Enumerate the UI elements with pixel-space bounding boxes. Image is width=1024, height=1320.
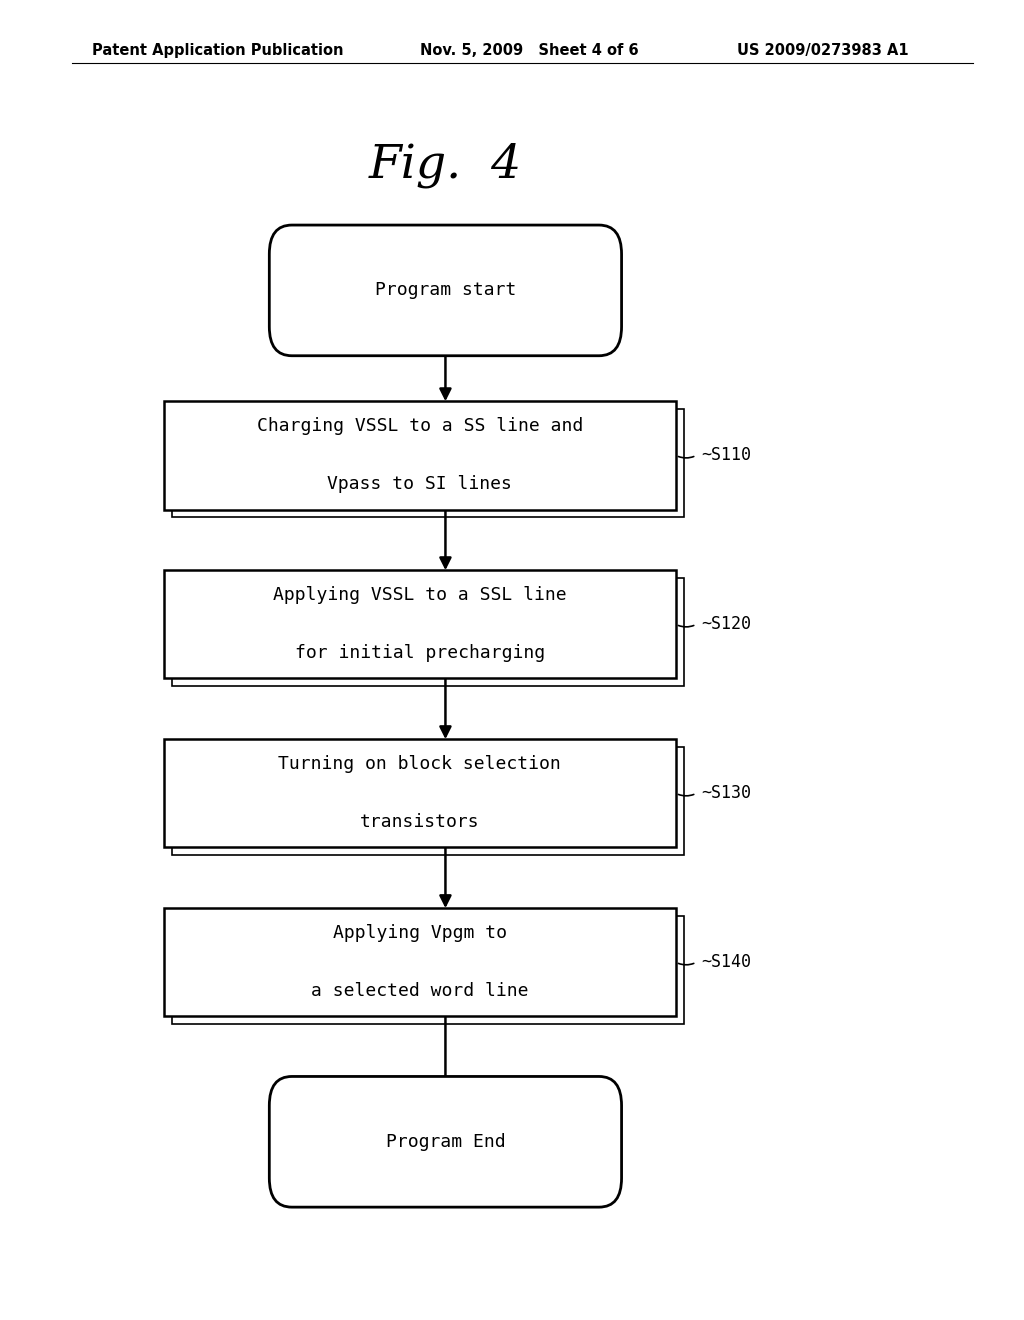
Text: Nov. 5, 2009   Sheet 4 of 6: Nov. 5, 2009 Sheet 4 of 6 <box>420 42 639 58</box>
Text: transistors: transistors <box>360 813 479 832</box>
Text: a selected word line: a selected word line <box>311 982 528 1001</box>
Bar <box>172 409 684 517</box>
Text: ~S130: ~S130 <box>701 784 752 803</box>
FancyBboxPatch shape <box>269 224 622 355</box>
Text: Fig.  4: Fig. 4 <box>369 143 522 187</box>
Text: Patent Application Publication: Patent Application Publication <box>92 42 344 58</box>
Bar <box>164 739 676 847</box>
Text: ~S120: ~S120 <box>701 615 752 634</box>
FancyBboxPatch shape <box>269 1077 622 1206</box>
Text: Applying Vpgm to: Applying Vpgm to <box>333 924 507 942</box>
Text: ~S110: ~S110 <box>701 446 752 465</box>
Text: Applying VSSL to a SSL line: Applying VSSL to a SSL line <box>273 586 566 605</box>
Text: Program start: Program start <box>375 281 516 300</box>
Text: Turning on block selection: Turning on block selection <box>279 755 561 774</box>
Text: Program End: Program End <box>386 1133 505 1151</box>
Text: for initial precharging: for initial precharging <box>295 644 545 663</box>
Text: Vpass to SI lines: Vpass to SI lines <box>328 475 512 494</box>
Bar <box>164 908 676 1016</box>
Bar <box>164 570 676 678</box>
Text: US 2009/0273983 A1: US 2009/0273983 A1 <box>737 42 909 58</box>
Bar <box>172 747 684 855</box>
Text: ~S140: ~S140 <box>701 953 752 972</box>
Bar <box>172 916 684 1024</box>
Bar <box>172 578 684 686</box>
Text: Charging VSSL to a SS line and: Charging VSSL to a SS line and <box>257 417 583 436</box>
Bar <box>164 401 676 510</box>
